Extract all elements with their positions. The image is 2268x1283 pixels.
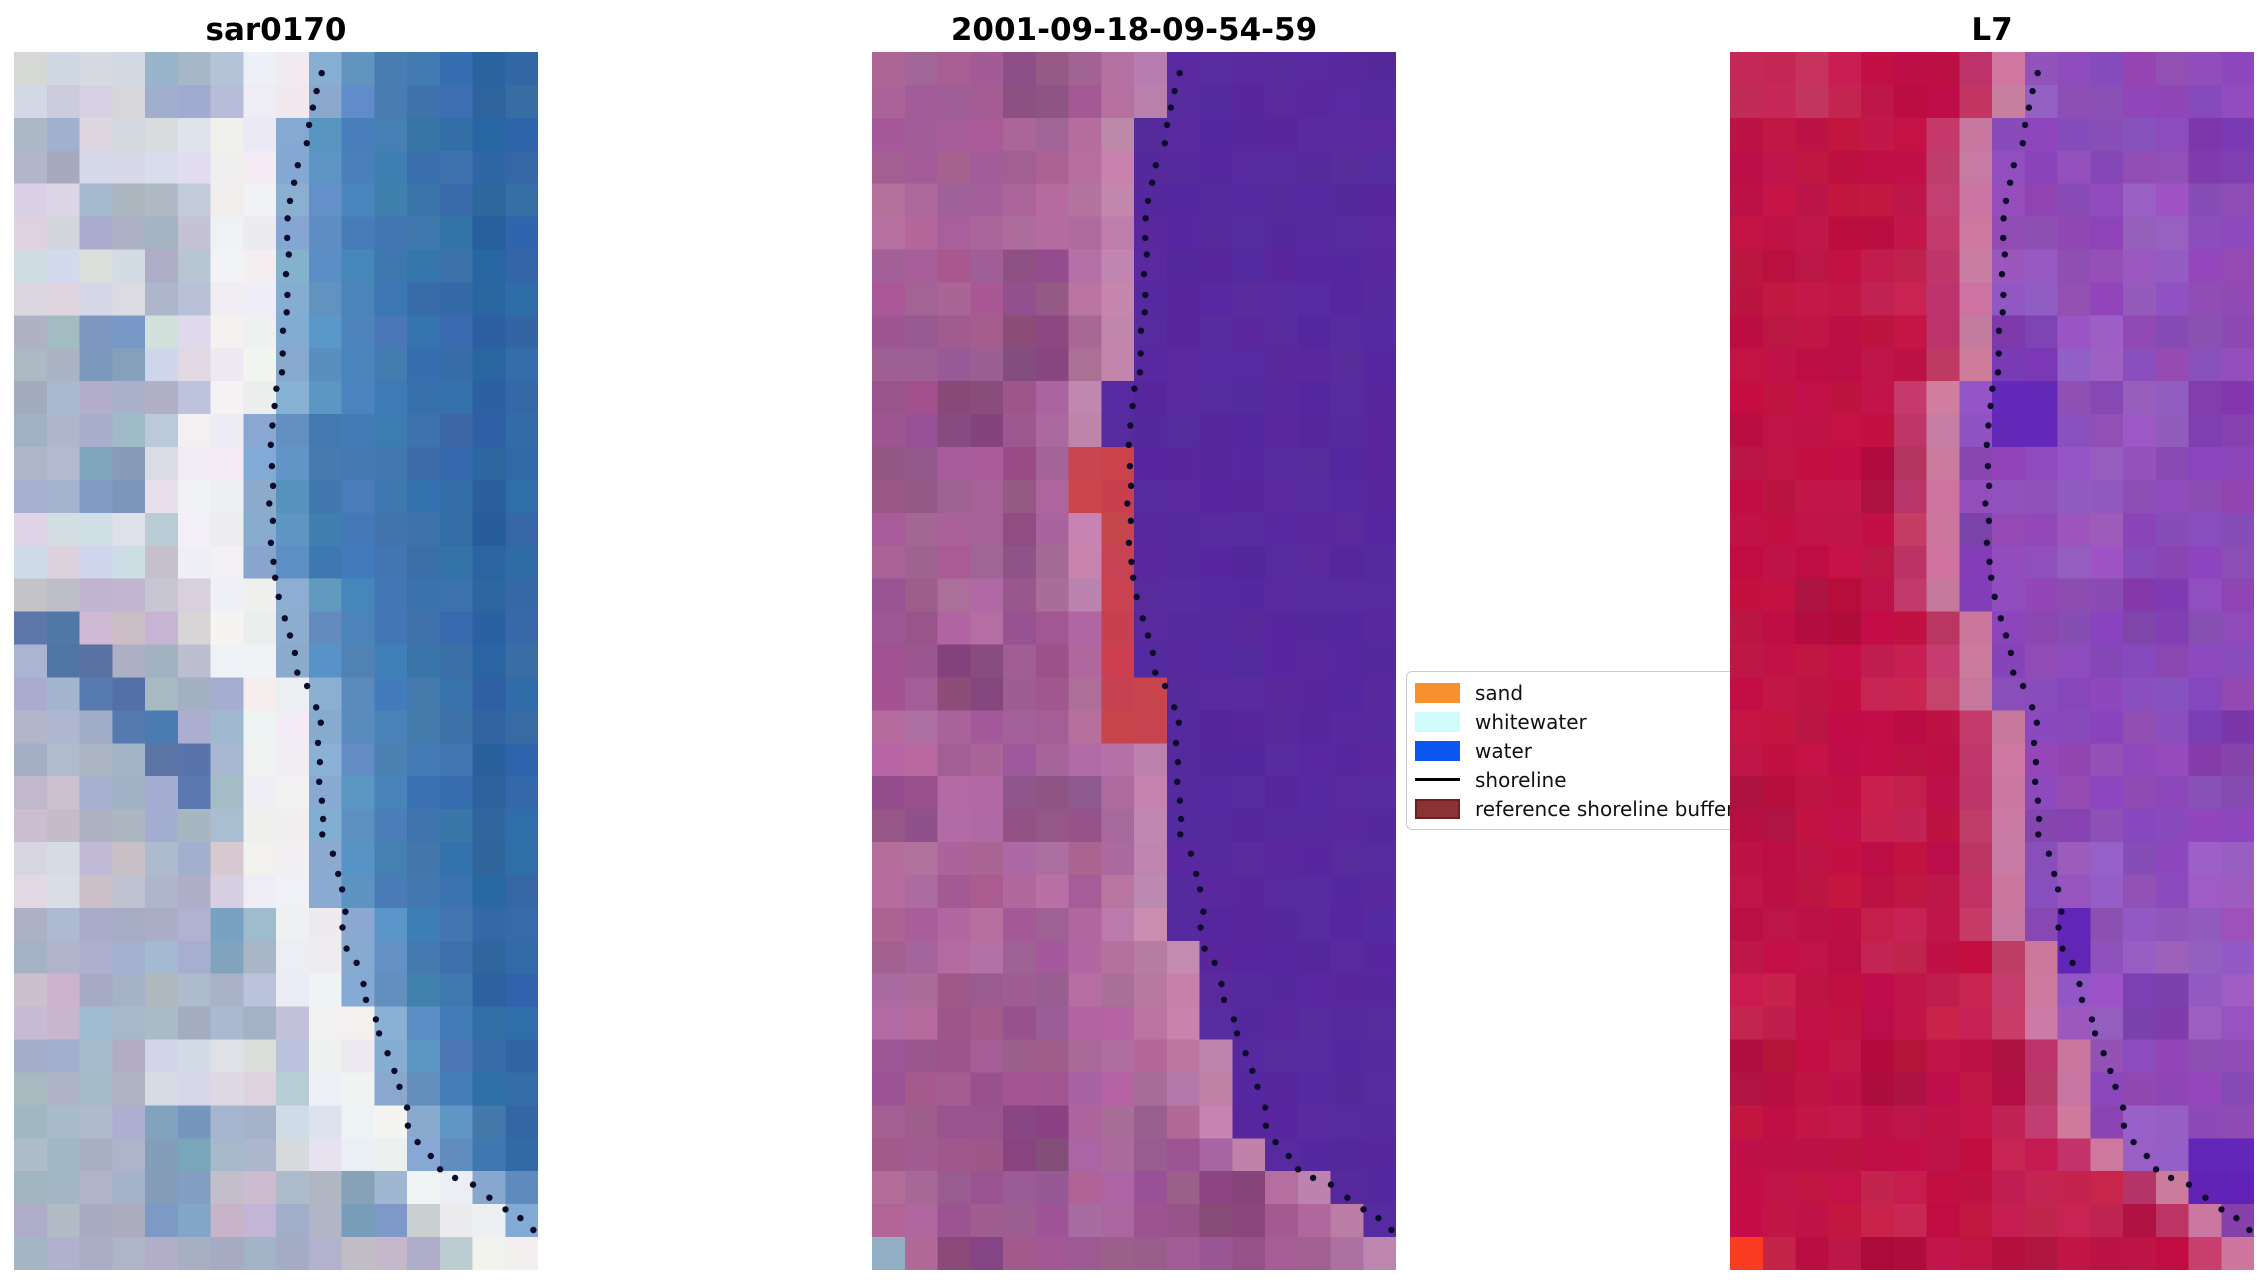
legend-label: shoreline: [1475, 767, 1567, 792]
l7-satellite-image: [1730, 52, 2254, 1270]
legend-item-shoreline: shoreline: [1415, 765, 1747, 794]
legend-item-sand: sand: [1415, 678, 1747, 707]
shoreline-dots-overlay: [1982, 69, 2253, 1234]
legend-label: water: [1475, 738, 1532, 763]
panel-classified-image: [872, 52, 1396, 1270]
legend-label: reference shoreline buffer: [1475, 796, 1735, 821]
legend-item-water: water: [1415, 736, 1747, 765]
whitewater-swatch: [1415, 711, 1460, 732]
legend-item-reference-buffer: reference shoreline buffer: [1415, 794, 1747, 823]
shoreline-dots-overlay: [266, 69, 537, 1234]
classified-image: [872, 52, 1396, 1270]
legend-label: whitewater: [1475, 709, 1587, 734]
panel-title-l7: L7: [1971, 12, 2013, 48]
legend: sand whitewater water shoreline referenc…: [1406, 671, 1756, 830]
shoreline-dots-overlay: [1124, 69, 1395, 1234]
panel-sar-image: [14, 52, 538, 1270]
panel-title-sar: sar0170: [205, 12, 347, 48]
sar-satellite-image: [14, 52, 538, 1270]
shoreline-line-swatch: [1415, 778, 1460, 781]
legend-item-whitewater: whitewater: [1415, 707, 1747, 736]
legend-label: sand: [1475, 680, 1524, 705]
reference-buffer-swatch: [1415, 798, 1460, 819]
panel-l7-image: [1730, 52, 2254, 1270]
panel-title-date: 2001-09-18-09-54-59: [950, 12, 1318, 48]
sand-swatch: [1415, 682, 1460, 703]
water-swatch: [1415, 740, 1460, 761]
